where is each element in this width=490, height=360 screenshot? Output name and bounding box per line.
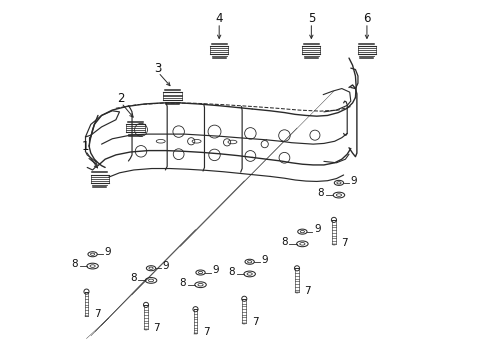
Text: 2: 2 xyxy=(118,92,125,105)
Text: 3: 3 xyxy=(154,62,162,75)
Text: 8: 8 xyxy=(179,278,186,288)
Text: 9: 9 xyxy=(212,265,219,275)
Text: 7: 7 xyxy=(203,327,210,337)
Text: 7: 7 xyxy=(252,317,258,327)
Text: 8: 8 xyxy=(318,188,324,198)
Text: 9: 9 xyxy=(104,247,111,257)
Text: 9: 9 xyxy=(261,255,268,265)
Text: 7: 7 xyxy=(304,286,311,296)
Text: 7: 7 xyxy=(94,310,100,319)
Text: 8: 8 xyxy=(281,237,288,247)
Text: 8: 8 xyxy=(72,259,78,269)
Text: 4: 4 xyxy=(216,12,223,25)
Text: 9: 9 xyxy=(351,176,357,186)
Text: 9: 9 xyxy=(314,225,321,234)
Text: 9: 9 xyxy=(163,261,170,271)
Text: 6: 6 xyxy=(363,12,370,25)
Text: 5: 5 xyxy=(308,12,315,25)
Text: 7: 7 xyxy=(153,323,160,333)
Text: 8: 8 xyxy=(130,273,136,283)
Text: 1: 1 xyxy=(82,140,89,153)
Text: 7: 7 xyxy=(342,238,348,248)
Text: 8: 8 xyxy=(228,267,235,277)
